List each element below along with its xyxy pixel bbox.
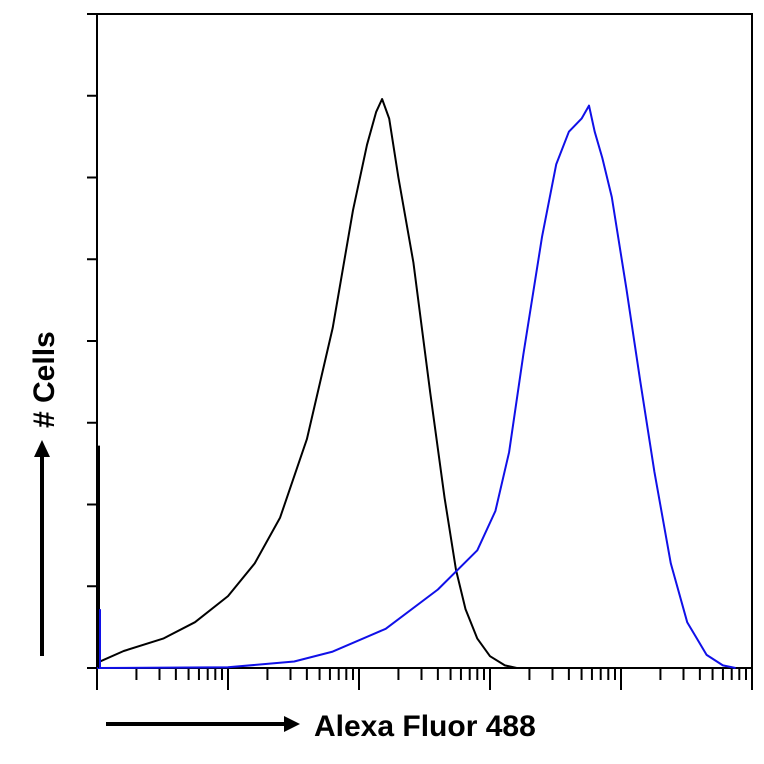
x-axis-ticks xyxy=(96,668,753,690)
series-line-1 xyxy=(96,104,736,669)
y-axis-label: # Cells xyxy=(28,331,61,428)
x-axis-label: Alexa Fluor 488 xyxy=(314,710,536,743)
series-line-0 xyxy=(96,98,517,669)
y-axis-arrow-head xyxy=(34,440,50,457)
histogram-series xyxy=(96,98,736,669)
y-axis-ticks xyxy=(87,13,97,669)
x-axis-arrow-head xyxy=(284,716,300,732)
